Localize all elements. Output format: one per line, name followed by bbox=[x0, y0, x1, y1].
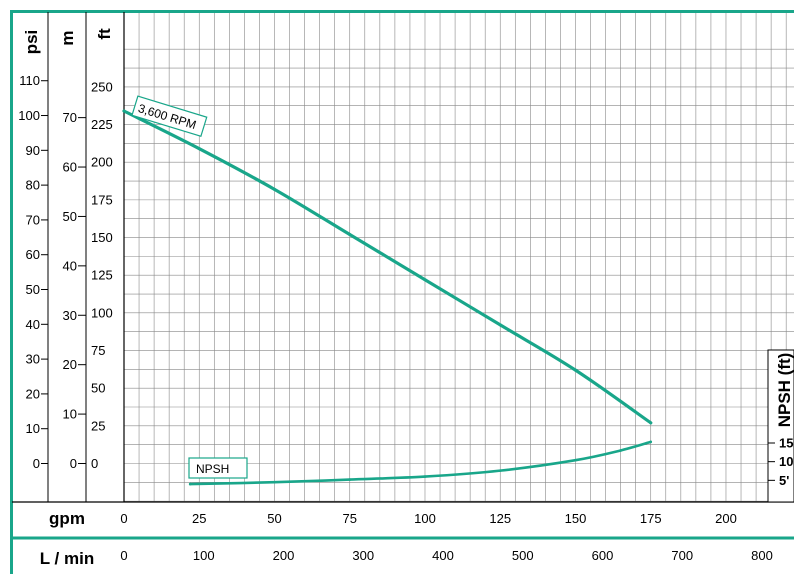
rpm-label-box bbox=[131, 95, 208, 138]
head-curve-point bbox=[573, 368, 577, 372]
gpm-tick-label: 75 bbox=[343, 511, 357, 526]
head-curve-point bbox=[197, 147, 201, 151]
lpm-axis-label: L / min bbox=[40, 549, 94, 568]
lpm-tick-label: 0 bbox=[120, 548, 127, 563]
gpm-tick-label: 25 bbox=[192, 511, 206, 526]
npsh-curve-point bbox=[188, 482, 192, 486]
ft-tick-label: 100 bbox=[91, 305, 113, 320]
ft-tick-label: 50 bbox=[91, 381, 105, 396]
psi-tick-label: 30 bbox=[26, 352, 40, 367]
psi-tick-label: 10 bbox=[26, 421, 40, 436]
npsh-curve-point bbox=[348, 478, 352, 481]
ft-unit-label: ft bbox=[95, 28, 114, 40]
head-curve-point bbox=[649, 421, 653, 425]
ft-tick-label: 0 bbox=[91, 456, 98, 471]
head-curve-point bbox=[498, 323, 502, 327]
tick-labels: 0102030405060708090100110010203040506070… bbox=[18, 73, 793, 563]
lpm-tick-label: 400 bbox=[432, 548, 454, 563]
npsh-curve-point bbox=[498, 469, 502, 472]
m-tick-label: 70 bbox=[63, 110, 77, 125]
lpm-tick-label: 600 bbox=[592, 548, 614, 563]
lpm-tick-label: 700 bbox=[671, 548, 693, 563]
m-tick-label: 50 bbox=[63, 209, 77, 224]
npsh-tick-label: 5' bbox=[779, 473, 789, 488]
grid bbox=[123, 12, 794, 502]
npsh-curve-point bbox=[574, 458, 577, 462]
psi-tick-label: 20 bbox=[26, 386, 40, 401]
psi-tick-label: 40 bbox=[26, 317, 40, 332]
head-curve-point bbox=[348, 233, 352, 237]
psi-tick-label: 80 bbox=[26, 178, 40, 193]
npsh-unit-label: NPSH (ft) bbox=[775, 353, 794, 428]
gpm-tick-label: 0 bbox=[120, 511, 127, 526]
gpm-tick-label: 175 bbox=[640, 511, 662, 526]
m-tick-label: 20 bbox=[63, 357, 77, 372]
psi-tick-label: 100 bbox=[18, 108, 40, 123]
m-tick-label: 60 bbox=[63, 160, 77, 175]
lpm-tick-label: 800 bbox=[751, 548, 773, 563]
npsh-curve-point bbox=[619, 449, 622, 452]
lpm-tick-label: 100 bbox=[193, 548, 215, 563]
ft-tick-label: 200 bbox=[91, 155, 113, 170]
lpm-tick-label: 500 bbox=[512, 548, 534, 563]
psi-tick-label: 110 bbox=[19, 73, 40, 88]
gpm-axis-label: gpm bbox=[49, 509, 85, 528]
npsh-label-box bbox=[188, 457, 248, 479]
gpm-tick-label: 200 bbox=[715, 511, 737, 526]
m-tick-label: 10 bbox=[63, 407, 77, 422]
chart-frame bbox=[10, 10, 794, 574]
npsh-curve-point bbox=[423, 475, 427, 478]
psi-unit-label: psi bbox=[22, 30, 41, 55]
ft-tick-label: 75 bbox=[91, 343, 105, 358]
ft-tick-label: 175 bbox=[91, 192, 113, 207]
m-tick-label: 0 bbox=[70, 456, 77, 471]
lpm-tick-label: 200 bbox=[273, 548, 295, 563]
psi-tick-label: 50 bbox=[26, 282, 40, 297]
gpm-tick-label: 125 bbox=[489, 511, 511, 526]
psi-tick-label: 70 bbox=[26, 212, 40, 227]
head-curve-3600-rpm bbox=[122, 109, 653, 425]
ft-tick-label: 125 bbox=[91, 268, 113, 283]
ft-tick-label: 250 bbox=[91, 79, 113, 94]
gpm-tick-label: 100 bbox=[414, 511, 436, 526]
psi-tick-label: 60 bbox=[26, 247, 40, 262]
head-curve-point bbox=[272, 187, 276, 191]
npsh-tick-label: 10 bbox=[779, 454, 793, 469]
ft-tick-label: 225 bbox=[91, 117, 113, 132]
npsh-series-label: NPSH bbox=[188, 457, 248, 479]
gpm-tick-label: 50 bbox=[267, 511, 281, 526]
npsh-curve-point bbox=[649, 440, 653, 444]
npsh-label-text: NPSH bbox=[196, 462, 229, 476]
head-curve-point bbox=[122, 109, 126, 113]
npsh-tick-label: 15 bbox=[779, 436, 793, 451]
npsh-curve-point bbox=[273, 480, 276, 484]
psi-tick-label: 0 bbox=[33, 456, 40, 471]
head-curve-point bbox=[423, 278, 427, 282]
ft-tick-label: 150 bbox=[91, 230, 113, 245]
npsh-axis-box bbox=[767, 349, 794, 503]
ft-tick-label: 25 bbox=[91, 418, 105, 433]
plot-area bbox=[12, 12, 794, 502]
gpm-tick-label: 150 bbox=[565, 511, 587, 526]
m-tick-label: 40 bbox=[63, 258, 77, 273]
lpm-tick-label: 300 bbox=[352, 548, 374, 563]
m-unit-label: m bbox=[58, 30, 77, 45]
m-tick-label: 30 bbox=[63, 308, 77, 323]
psi-tick-label: 90 bbox=[26, 143, 40, 158]
